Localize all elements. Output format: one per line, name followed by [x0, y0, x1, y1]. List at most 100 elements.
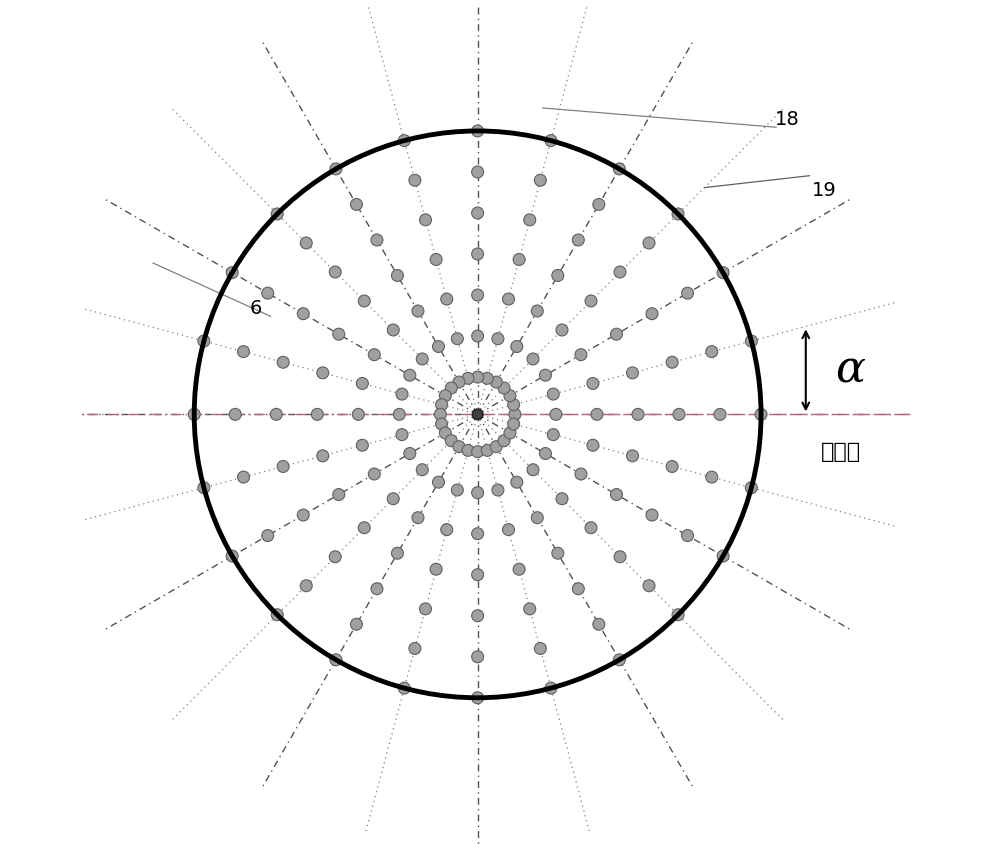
Circle shape: [300, 237, 312, 249]
Circle shape: [503, 293, 514, 305]
Circle shape: [441, 293, 453, 305]
Circle shape: [527, 353, 539, 365]
Circle shape: [277, 461, 289, 473]
Circle shape: [472, 125, 484, 137]
Circle shape: [682, 530, 694, 541]
Circle shape: [317, 450, 329, 462]
Circle shape: [511, 476, 523, 488]
Circle shape: [409, 643, 421, 655]
Circle shape: [614, 551, 626, 563]
Circle shape: [534, 174, 546, 186]
Circle shape: [611, 328, 622, 340]
Circle shape: [513, 563, 525, 575]
Circle shape: [445, 382, 457, 394]
Circle shape: [420, 214, 431, 226]
Circle shape: [472, 446, 484, 457]
Circle shape: [453, 441, 465, 453]
Circle shape: [434, 409, 446, 420]
Circle shape: [472, 207, 484, 219]
Circle shape: [311, 409, 323, 420]
Circle shape: [398, 682, 410, 694]
Circle shape: [329, 551, 341, 563]
Circle shape: [404, 369, 416, 381]
Circle shape: [350, 198, 362, 210]
Circle shape: [391, 269, 403, 281]
Circle shape: [481, 444, 493, 456]
Circle shape: [472, 372, 484, 383]
Circle shape: [614, 266, 626, 278]
Text: 19: 19: [812, 181, 837, 200]
Circle shape: [745, 481, 757, 494]
Circle shape: [587, 439, 599, 451]
Circle shape: [472, 569, 484, 581]
Circle shape: [317, 367, 329, 378]
Circle shape: [188, 409, 200, 420]
Circle shape: [409, 174, 421, 186]
Circle shape: [666, 461, 678, 473]
Text: 6: 6: [250, 300, 262, 319]
Circle shape: [492, 484, 504, 496]
Circle shape: [550, 409, 562, 420]
Circle shape: [556, 493, 568, 505]
Circle shape: [439, 427, 451, 439]
Circle shape: [706, 346, 718, 358]
Circle shape: [462, 372, 474, 385]
Circle shape: [547, 429, 559, 441]
Circle shape: [545, 682, 557, 694]
Circle shape: [330, 654, 342, 666]
Circle shape: [198, 335, 210, 347]
Circle shape: [445, 435, 457, 447]
Circle shape: [387, 324, 399, 336]
Circle shape: [490, 441, 502, 453]
Circle shape: [508, 418, 520, 430]
Circle shape: [297, 509, 309, 521]
Circle shape: [277, 356, 289, 368]
Circle shape: [531, 305, 543, 317]
Circle shape: [393, 409, 405, 420]
Circle shape: [391, 547, 403, 559]
Circle shape: [356, 378, 368, 390]
Circle shape: [270, 409, 282, 420]
Circle shape: [472, 487, 484, 499]
Circle shape: [585, 522, 597, 533]
Circle shape: [472, 289, 484, 301]
Circle shape: [262, 530, 274, 541]
Circle shape: [587, 378, 599, 390]
Circle shape: [673, 409, 685, 420]
Circle shape: [524, 214, 536, 226]
Circle shape: [531, 512, 543, 524]
Circle shape: [511, 340, 523, 352]
Circle shape: [706, 471, 718, 483]
Circle shape: [451, 333, 463, 345]
Circle shape: [368, 468, 380, 480]
Circle shape: [436, 398, 448, 410]
Circle shape: [509, 409, 521, 420]
Text: α: α: [836, 349, 866, 392]
Circle shape: [481, 372, 493, 385]
Circle shape: [462, 444, 474, 456]
Circle shape: [490, 376, 502, 388]
Circle shape: [387, 493, 399, 505]
Circle shape: [575, 468, 587, 480]
Circle shape: [503, 524, 514, 535]
Circle shape: [238, 471, 249, 483]
Circle shape: [271, 208, 283, 220]
Circle shape: [358, 522, 370, 533]
Circle shape: [404, 448, 416, 460]
Circle shape: [539, 448, 551, 460]
Circle shape: [300, 579, 312, 591]
Circle shape: [646, 509, 658, 521]
Circle shape: [453, 376, 465, 388]
Circle shape: [545, 134, 557, 146]
Text: 18: 18: [775, 110, 800, 129]
Circle shape: [356, 439, 368, 451]
Circle shape: [398, 134, 410, 146]
Circle shape: [396, 388, 408, 400]
Circle shape: [350, 618, 362, 630]
Circle shape: [433, 476, 444, 488]
Circle shape: [547, 388, 559, 400]
Circle shape: [508, 398, 520, 410]
Circle shape: [433, 340, 444, 352]
Circle shape: [498, 435, 510, 447]
Circle shape: [591, 409, 603, 420]
